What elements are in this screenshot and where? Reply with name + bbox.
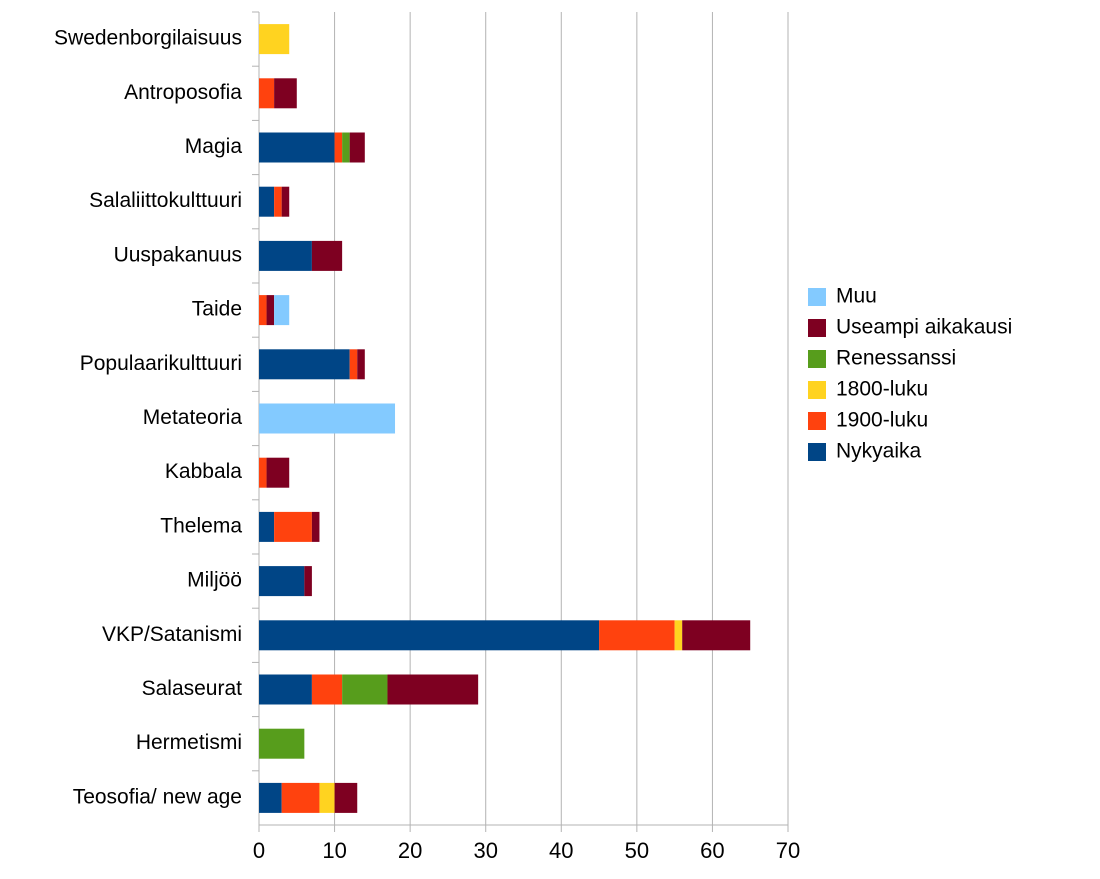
y-tick-label: Populaarikulttuuri [80, 352, 242, 375]
y-tick-label: Thelema [160, 514, 242, 537]
y-tick-label: Salaseurat [142, 677, 243, 700]
legend-swatch [808, 412, 826, 430]
y-tick-label: Kabbala [165, 460, 242, 483]
bar-segment [599, 620, 675, 651]
bar-segment [334, 782, 358, 813]
bar-segment [311, 674, 343, 705]
y-tick-label: Salaliittokulttuuri [89, 189, 242, 212]
bar-segment [342, 674, 388, 705]
legend-swatch [808, 443, 826, 461]
bar-segment [274, 511, 312, 542]
legend-label: Muu [836, 285, 877, 308]
x-tick-label: 60 [700, 838, 724, 863]
y-tick-label: Antroposofia [124, 81, 242, 104]
legend-swatch [808, 319, 826, 337]
bar-segment [259, 295, 267, 326]
bar-segment [259, 132, 335, 163]
bar-segment [342, 132, 350, 163]
bar-segment [266, 457, 290, 488]
x-tick-label: 50 [625, 838, 649, 863]
bar-segment [259, 674, 312, 705]
bar-segment [266, 295, 275, 326]
y-tick-label: Swedenborgilaisuus [54, 27, 242, 50]
bar-segment [319, 782, 335, 813]
bar-segment [259, 728, 305, 759]
y-tick-label: Hermetismi [136, 731, 242, 754]
bar-segment [387, 674, 479, 705]
legend-label: Useampi aikakausi [836, 316, 1012, 339]
bar-segment [259, 782, 282, 813]
bar-segment [357, 349, 365, 380]
bar-segment [259, 240, 312, 271]
x-tick-label: 30 [473, 838, 497, 863]
bar-segment [349, 132, 365, 163]
bar-segment [259, 403, 396, 434]
bar-segment [304, 566, 312, 597]
y-tick-label: Magia [185, 135, 243, 158]
legend-swatch [808, 381, 826, 399]
bar-segment [274, 78, 297, 109]
bar-segment [274, 186, 282, 217]
bar-segment [281, 186, 290, 217]
bar-segment [682, 620, 751, 651]
y-tick-label: Uuspakanuus [114, 243, 242, 266]
bar-segment [674, 620, 683, 651]
y-tick-label: Metateoria [143, 406, 243, 429]
y-tick-label: Miljöö [187, 569, 242, 592]
bar-segment [311, 240, 343, 271]
bar-segment [334, 132, 343, 163]
legend-swatch [808, 350, 826, 368]
y-tick-label: VKP/Satanismi [102, 623, 242, 646]
bar-segment [259, 78, 275, 109]
legend-label: Nykyaika [836, 440, 922, 463]
x-tick-label: 40 [549, 838, 573, 863]
legend-swatch [808, 288, 826, 306]
x-tick-label: 20 [398, 838, 422, 863]
bar-segment [259, 620, 600, 651]
x-tick-label: 10 [322, 838, 346, 863]
y-tick-label: Teosofia/ new age [73, 785, 242, 808]
bar-segment [259, 457, 267, 488]
legend-label: 1800-luku [836, 378, 928, 401]
bar-segment [311, 511, 320, 542]
bar-segment [259, 24, 290, 55]
bar-segment [259, 511, 275, 542]
bar-segment [259, 186, 275, 217]
bar-segment [259, 349, 350, 380]
bar-segment [259, 566, 305, 597]
bar-segment [274, 295, 290, 326]
x-tick-label: 70 [776, 838, 800, 863]
legend-label: 1900-luku [836, 409, 928, 432]
x-tick-label: 0 [253, 838, 265, 863]
bar-segment [349, 349, 358, 380]
y-tick-label: Taide [192, 298, 242, 321]
legend-label: Renessanssi [836, 347, 956, 370]
bar-segment [281, 782, 320, 813]
